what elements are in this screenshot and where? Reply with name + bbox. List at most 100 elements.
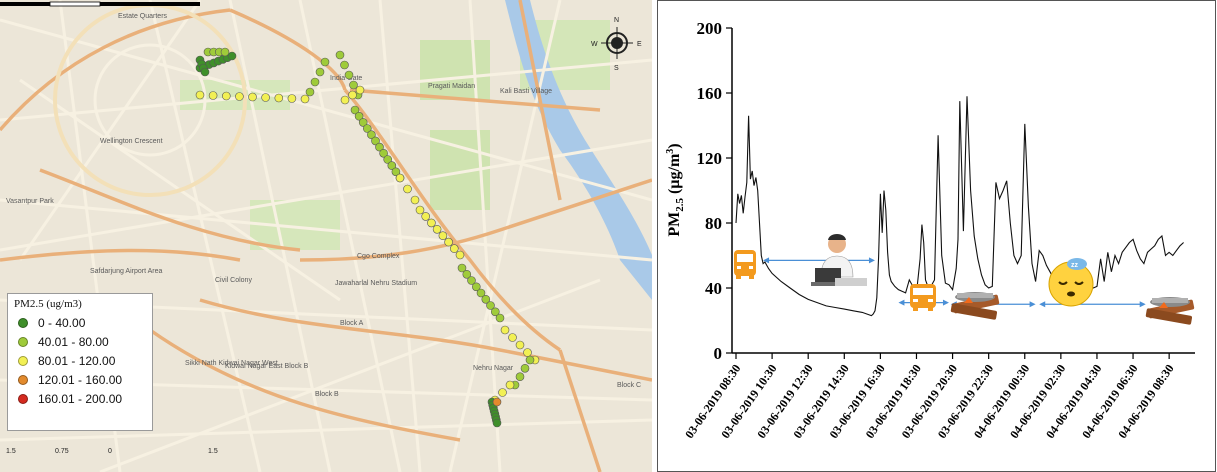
route-point (462, 269, 472, 279)
route-point (432, 225, 442, 234)
route-point (227, 51, 237, 61)
compass-icon: N S E W (591, 17, 642, 72)
route-point (261, 93, 270, 102)
route-point (379, 149, 388, 158)
route-point (471, 282, 481, 292)
scale-bar (0, 1, 200, 7)
place-label: Estate Quarters (118, 13, 168, 20)
legend-item: 40.01 - 80.00 (14, 332, 146, 351)
compass-w: W (591, 41, 598, 48)
legend-item: 120.01 - 160.00 (14, 370, 146, 389)
legend-label: 120.01 - 160.00 (38, 372, 123, 387)
place-label: Block C (617, 382, 641, 389)
route-point (208, 91, 218, 100)
scale-label: 0 (108, 448, 112, 455)
y-tick-label: 200 (697, 19, 723, 38)
activity-arrow (763, 257, 875, 264)
route-point (340, 95, 350, 105)
legend-item: 160.01 - 200.00 (14, 389, 146, 408)
route-point (490, 307, 500, 317)
y-tick-label: 40 (705, 279, 722, 298)
place-label: Block A (340, 320, 364, 327)
legend-title: PM2.5 (ug/m3) (14, 298, 82, 310)
legend-label: 160.01 - 200.00 (38, 391, 123, 406)
route-point (340, 60, 349, 70)
route-point (344, 70, 354, 80)
place-label: Cgo Complex (357, 253, 400, 260)
route-point (495, 313, 505, 323)
route-point (195, 90, 205, 100)
route-point (523, 348, 532, 357)
route-point (525, 355, 535, 365)
route-point (315, 67, 325, 77)
route-point (476, 288, 486, 298)
legend-swatch (18, 355, 28, 366)
place-label: Block B (315, 391, 339, 398)
place-label: Vasantpur Park (6, 198, 54, 205)
cooking-stove-icon (1145, 297, 1195, 325)
route-point (391, 167, 401, 177)
legend-item: 0 - 40.00 (14, 313, 146, 332)
route-point (515, 340, 525, 350)
route-point (457, 263, 467, 273)
legend-label: 80.01 - 120.00 (38, 353, 116, 368)
route-point (349, 80, 358, 90)
place-label: Safdarjung Airport Area (90, 268, 162, 275)
compass-e: E (637, 41, 642, 48)
route-point (222, 91, 231, 101)
place-label: India Gate (330, 75, 362, 82)
route-point (455, 250, 465, 260)
route-point (449, 244, 459, 253)
route-point (444, 237, 453, 247)
route-point (358, 118, 368, 127)
route-points (195, 47, 540, 428)
y-tick-label: 80 (705, 214, 722, 233)
cooking-stove-icon (950, 292, 1000, 320)
bus-icon (910, 284, 936, 311)
route-point (500, 325, 510, 335)
place-label: Kali Basti Village (500, 88, 552, 95)
legend-label: 40.01 - 80.00 (38, 334, 109, 349)
legend-swatch (18, 336, 28, 347)
route-point (387, 161, 397, 170)
map-panel[interactable]: Estate Quarters India Gate Pragati Maida… (0, 0, 652, 472)
route-point (200, 67, 210, 77)
activity-arrow (1039, 301, 1146, 308)
route-point (383, 155, 393, 164)
place-label: Kidwai Nagar East Block B (225, 363, 309, 370)
y-tick-label: 160 (697, 84, 723, 103)
place-label: Jawaharlal Nehru Stadium (335, 280, 417, 287)
sleeping-face-icon: zz (1048, 258, 1094, 307)
route-point (403, 184, 412, 194)
y-axis-label: PM2.5 (µg/m3) (665, 143, 686, 236)
route-point (354, 111, 364, 121)
place-label: Pragati Maidan (428, 83, 475, 90)
place-label: Wellington Crescent (100, 138, 163, 145)
place-label: Sikki Nath Kidwai Nagar West (185, 360, 278, 367)
place-label: Nehru Nagar (473, 365, 514, 372)
compass-s: S (614, 65, 619, 72)
legend-swatch (18, 317, 28, 328)
y-tick-label: 120 (697, 149, 723, 168)
route-point (410, 195, 420, 205)
route-point (287, 94, 297, 103)
route-point (220, 47, 230, 57)
place-label: Civil Colony (215, 277, 252, 284)
route-point (320, 57, 330, 67)
route-point (415, 205, 425, 215)
route-point (438, 231, 448, 240)
route-point (515, 372, 525, 382)
route-point (367, 130, 376, 139)
route-point (235, 92, 244, 101)
office-worker-icon (811, 234, 867, 286)
legend-label: 0 - 40.00 (38, 315, 86, 330)
route-point (492, 397, 502, 407)
route-point (274, 93, 284, 103)
route-point (505, 380, 515, 390)
route-point (248, 92, 257, 102)
route-point (427, 218, 436, 228)
route-point (375, 142, 384, 152)
route-point (362, 124, 372, 133)
bus-icon (734, 250, 756, 279)
